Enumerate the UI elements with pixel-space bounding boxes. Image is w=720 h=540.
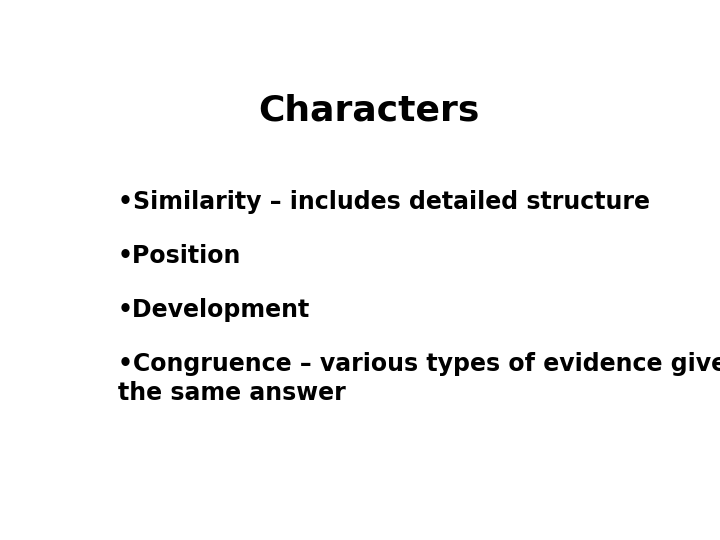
Text: •Similarity – includes detailed structure: •Similarity – includes detailed structur… [118,190,650,213]
Text: Characters: Characters [258,94,480,128]
Text: •Development: •Development [118,298,310,322]
Text: •Congruence – various types of evidence give
the same answer: •Congruence – various types of evidence … [118,352,720,406]
Text: •Position: •Position [118,244,241,268]
